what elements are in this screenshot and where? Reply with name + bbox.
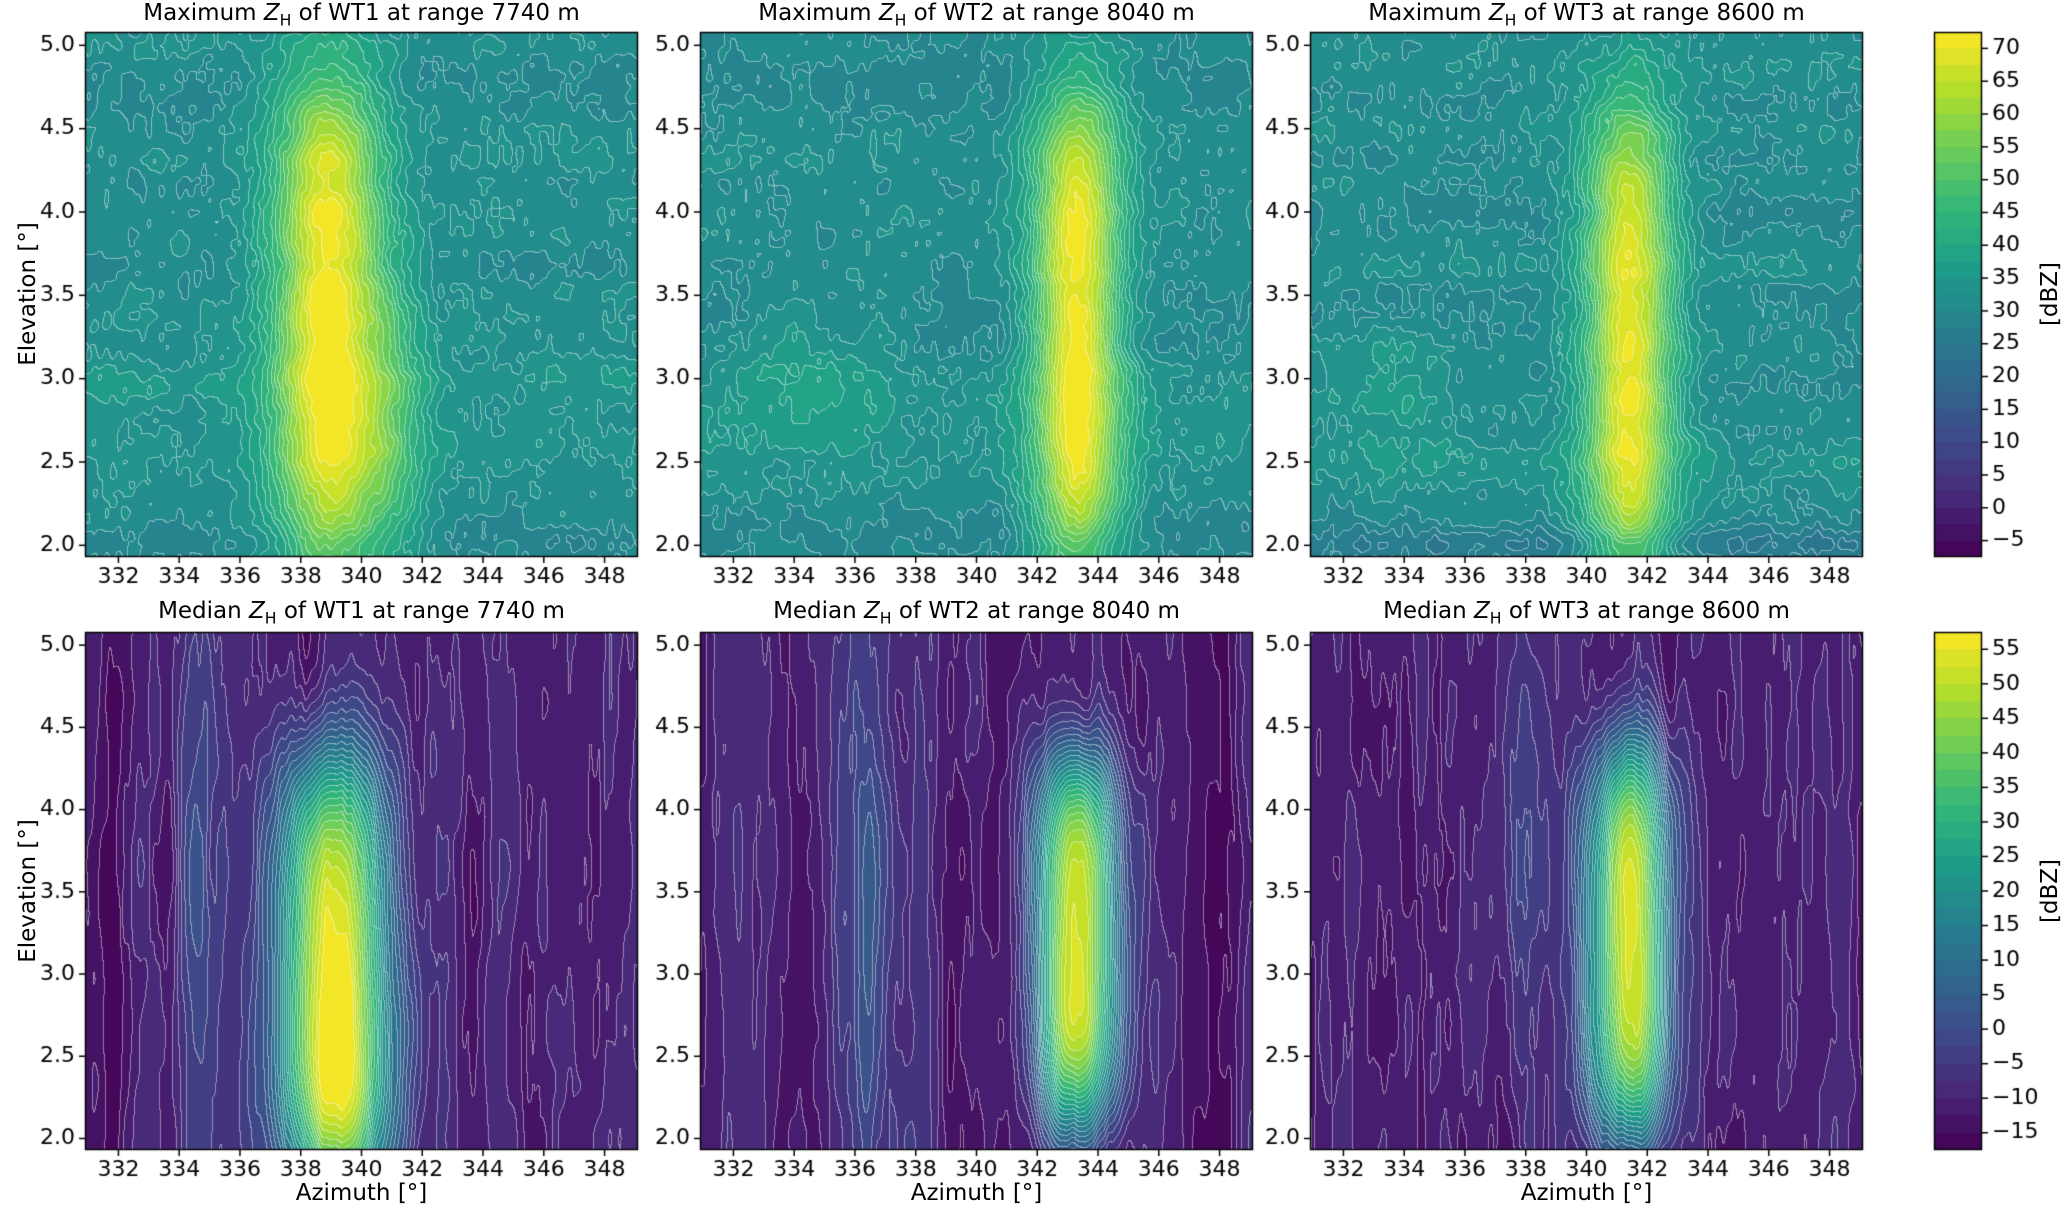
contour-canvas-median-wt1 xyxy=(10,626,650,1184)
panel-title-max-wt1: Maximum ZH of WT1 at range 7740 m xyxy=(85,0,638,30)
title-rest: of WT1 at range 7740 m xyxy=(276,598,565,624)
contour-canvas-max-wt2 xyxy=(625,26,1265,591)
title-stat: Maximum xyxy=(758,0,879,26)
x-axis-label: Azimuth [°] xyxy=(295,1180,428,1206)
title-stat: Maximum xyxy=(143,0,264,26)
title-stat: Median xyxy=(1383,598,1475,624)
zh-symbol: ZH xyxy=(1488,0,1517,30)
title-stat: Median xyxy=(158,598,250,624)
title-stat: Median xyxy=(773,598,865,624)
panel-title-median-wt2: Median ZH of WT2 at range 8040 m xyxy=(700,598,1253,628)
contour-canvas-median-wt2 xyxy=(625,626,1265,1184)
colorbar-unit-label: [dBZ] xyxy=(2037,858,2063,924)
zh-symbol: ZH xyxy=(864,598,892,628)
zh-symbol: ZH xyxy=(263,0,292,30)
x-axis-label: Azimuth [°] xyxy=(1520,1180,1653,1206)
contour-canvas-max-wt1 xyxy=(10,26,650,591)
colorbar-max xyxy=(1930,20,2057,569)
zh-symbol: ZH xyxy=(878,0,907,30)
colorbar-median xyxy=(1930,620,2057,1162)
y-axis-label: Elevation [°] xyxy=(15,222,41,366)
panel-title-median-wt3: Median ZH of WT3 at range 8600 m xyxy=(1310,598,1863,628)
x-axis-label: Azimuth [°] xyxy=(910,1180,1043,1206)
title-rest: of WT2 at range 8040 m xyxy=(891,598,1180,624)
title-rest: of WT3 at range 8600 m xyxy=(1516,0,1805,26)
panel-title-median-wt1: Median ZH of WT1 at range 7740 m xyxy=(85,598,638,628)
contour-canvas-median-wt3 xyxy=(1235,626,1875,1184)
panel-title-max-wt3: Maximum ZH of WT3 at range 8600 m xyxy=(1310,0,1863,30)
title-rest: of WT3 at range 8600 m xyxy=(1501,598,1790,624)
zh-symbol: ZH xyxy=(249,598,277,628)
zh-symbol: ZH xyxy=(1474,598,1502,628)
colorbar-unit-label: [dBZ] xyxy=(2037,261,2063,327)
title-rest: of WT2 at range 8040 m xyxy=(906,0,1195,26)
title-stat: Maximum xyxy=(1368,0,1489,26)
y-axis-label: Elevation [°] xyxy=(15,819,41,963)
title-rest: of WT1 at range 7740 m xyxy=(291,0,580,26)
contour-canvas-max-wt3 xyxy=(1235,26,1875,591)
panel-title-max-wt2: Maximum ZH of WT2 at range 8040 m xyxy=(700,0,1253,30)
